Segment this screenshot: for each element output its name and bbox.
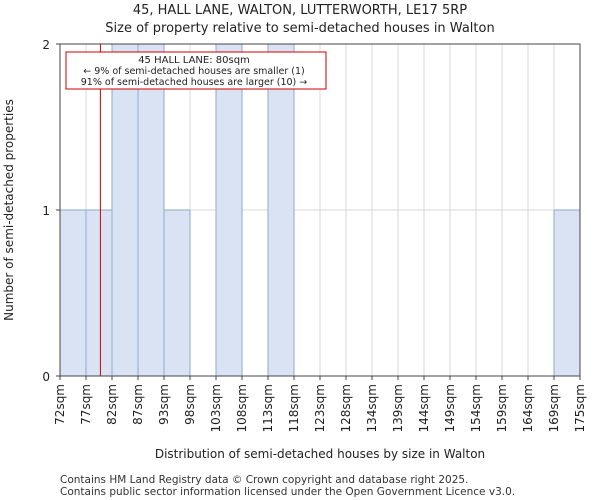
- x-tick-label: 159sqm: [495, 384, 509, 432]
- footer-copyright: Contains HM Land Registry data © Crown c…: [60, 474, 469, 486]
- y-ticks: 0 1 2: [42, 38, 60, 384]
- x-ticks: 72sqm 77sqm 82sqm 87sqm 93sqm 98sqm 103sqm 108s…: [53, 376, 587, 432]
- chart-title: 45, HALL LANE, WALTON, LUTTERWORTH, LE17…: [132, 3, 468, 18]
- annotation-box: [65, 51, 327, 90]
- x-tick-label: 164sqm: [521, 384, 535, 432]
- x-tick-label: 108sqm: [235, 384, 249, 432]
- bar: [111, 43, 139, 377]
- x-tick-label: 169sqm: [547, 384, 561, 432]
- bar: [215, 43, 243, 377]
- x-tick-label: 144sqm: [417, 384, 431, 432]
- x-tick-label: 103sqm: [209, 384, 223, 432]
- x-tick-label: 93sqm: [157, 384, 171, 425]
- x-tick-label: 72sqm: [53, 384, 67, 425]
- bar: [267, 43, 295, 377]
- x-tick-label: 118sqm: [287, 384, 301, 432]
- x-tick-label: 82sqm: [105, 384, 119, 425]
- x-tick-label: 113sqm: [261, 384, 275, 432]
- y-axis-label: Number of semi-detached properties: [2, 99, 16, 321]
- bars: [59, 43, 581, 377]
- x-tick-label: 134sqm: [365, 384, 379, 432]
- x-tick-label: 87sqm: [131, 384, 145, 425]
- x-tick-label: 175sqm: [573, 384, 587, 432]
- x-tick-label: 123sqm: [313, 384, 327, 432]
- x-tick-label: 128sqm: [339, 384, 353, 432]
- x-tick-label: 154sqm: [469, 384, 483, 432]
- bar-chart: 0 1 2 72sqm 77sqm 82sqm 87sqm 93sqm 98sqm 103sqm…: [2, 38, 587, 461]
- annotation-line-2: ← 9% of semi-detached houses are smaller…: [83, 66, 304, 77]
- y-tick-label: 1: [42, 204, 50, 218]
- y-tick-label: 0: [42, 370, 50, 384]
- chart-subtitle: Size of property relative to semi-detach…: [105, 21, 495, 36]
- bar: [553, 209, 581, 377]
- annotation-line-3: 91% of semi-detached houses are larger (…: [81, 77, 308, 88]
- bar: [137, 43, 165, 377]
- bar: [163, 209, 191, 377]
- y-tick-label: 2: [42, 38, 50, 52]
- x-tick-label: 139sqm: [391, 384, 405, 432]
- x-axis-label: Distribution of semi-detached houses by …: [155, 447, 485, 461]
- bar: [85, 209, 113, 377]
- annotation-line-1: 45 HALL LANE: 80sqm: [138, 55, 250, 66]
- x-tick-label: 77sqm: [79, 384, 93, 425]
- footer-licence: Contains public sector information licen…: [60, 486, 516, 498]
- x-tick-label: 98sqm: [183, 384, 197, 425]
- x-tick-label: 149sqm: [443, 384, 457, 432]
- bar: [59, 209, 87, 377]
- property-annotation: 45 HALL LANE: 80sqm ← 9% of semi-detache…: [65, 51, 327, 90]
